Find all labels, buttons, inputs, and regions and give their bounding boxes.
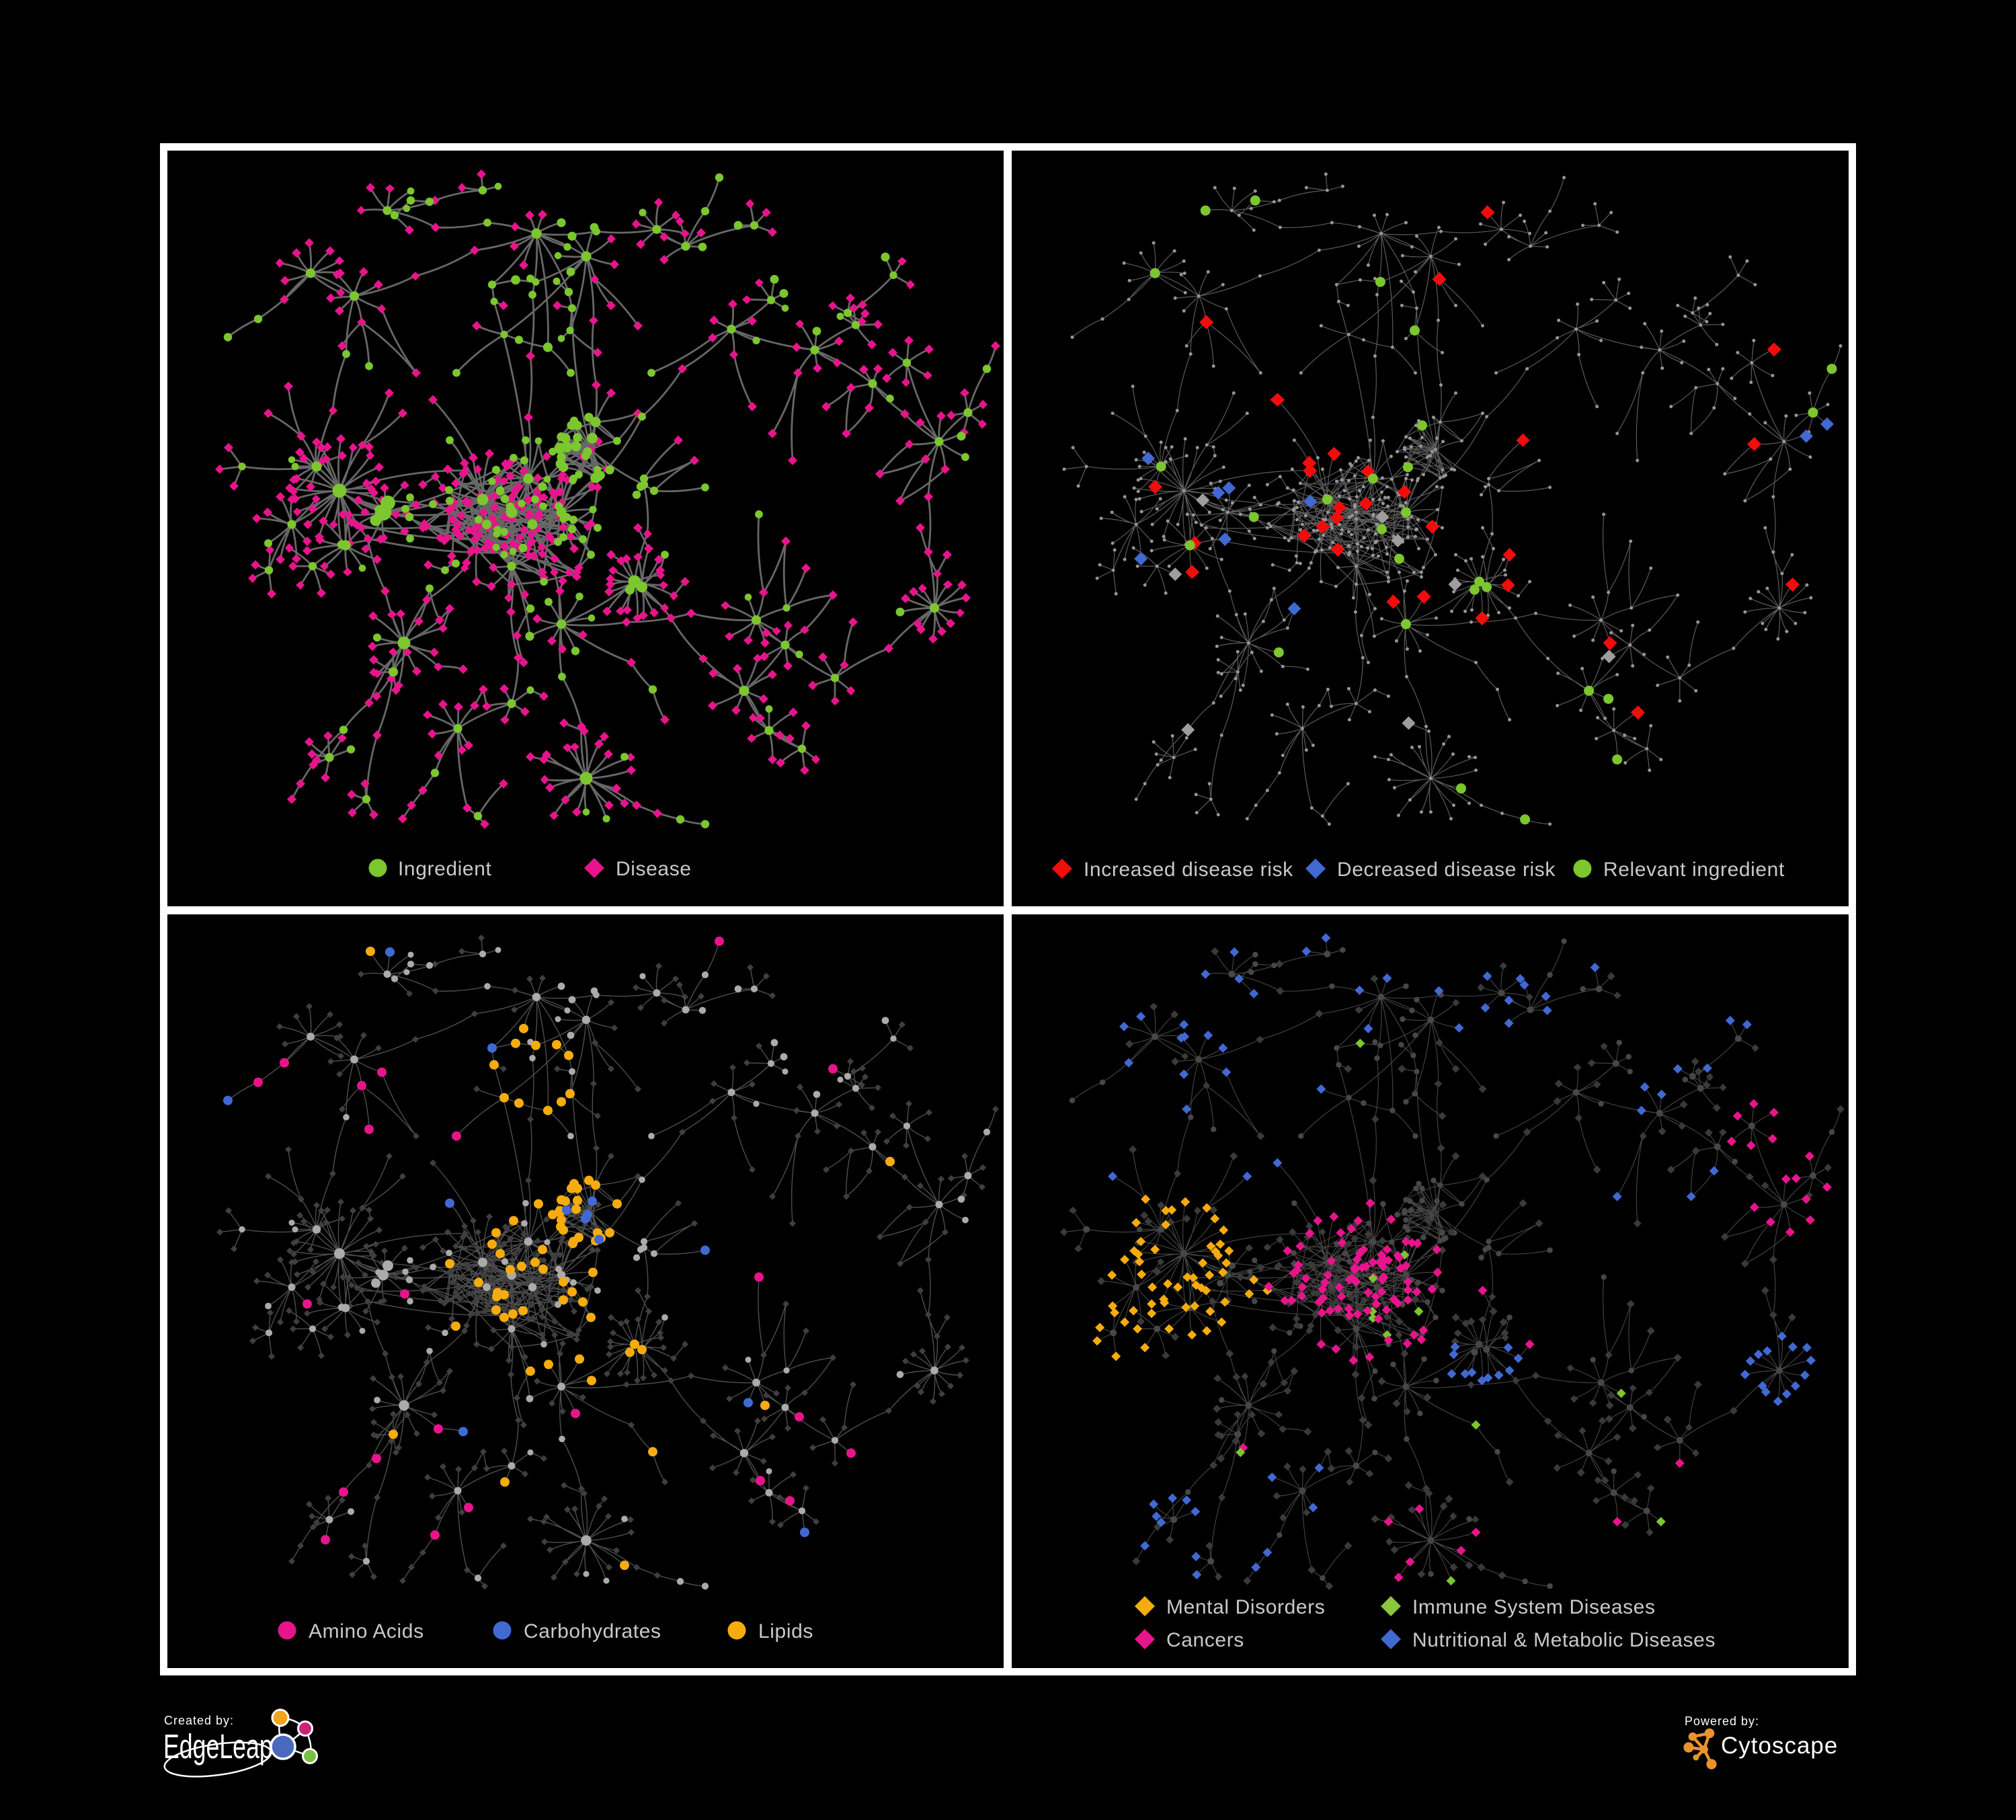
svg-text:Created by:: Created by: [164, 1714, 234, 1727]
svg-text:Increased disease risk: Increased disease risk [1084, 859, 1293, 881]
svg-text:Powered by:: Powered by: [1685, 1714, 1759, 1728]
svg-text:Immune System Diseases: Immune System Diseases [1412, 1596, 1656, 1618]
svg-text:Mental Disorders: Mental Disorders [1166, 1596, 1325, 1618]
svg-text:Cytoscape: Cytoscape [1721, 1733, 1838, 1759]
svg-text:Amino Acids: Amino Acids [309, 1620, 424, 1643]
svg-text:Disease: Disease [616, 858, 692, 880]
svg-text:Lipids: Lipids [758, 1620, 813, 1643]
svg-text:Carbohydrates: Carbohydrates [524, 1620, 661, 1643]
svg-text:EdgeLeap: EdgeLeap [163, 1728, 273, 1766]
svg-text:Cancers: Cancers [1166, 1629, 1244, 1651]
svg-text:Ingredient: Ingredient [398, 858, 491, 880]
svg-text:Nutritional & Metabolic Diseas: Nutritional & Metabolic Diseases [1412, 1629, 1716, 1651]
svg-text:Decreased disease risk: Decreased disease risk [1337, 859, 1556, 881]
svg-text:Relevant ingredient: Relevant ingredient [1603, 859, 1785, 881]
